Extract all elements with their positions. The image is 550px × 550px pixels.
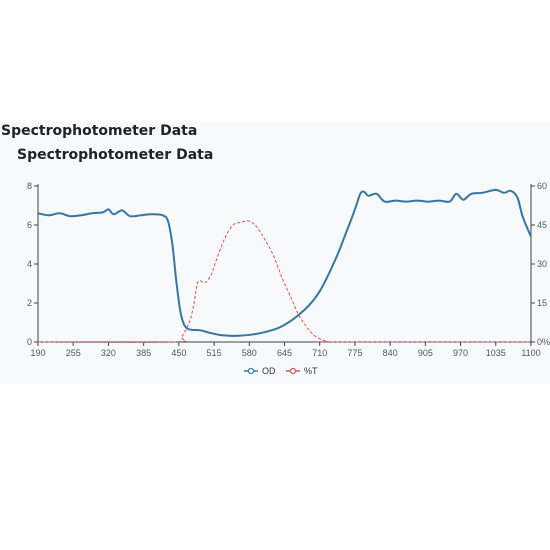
y-left-tick-label: 0: [27, 337, 32, 347]
y-right-tick-label: 45: [537, 220, 547, 230]
x-tick-label: 255: [66, 348, 81, 358]
legend-od-marker: [247, 367, 255, 375]
legend-pt-marker: [289, 367, 297, 375]
series-line-pt: [37, 220, 532, 343]
y-right-tick-label: 30: [537, 259, 547, 269]
chart-series: [37, 188, 532, 343]
y-left-tick-label: 6: [27, 220, 32, 230]
series-line-od: [37, 188, 532, 337]
legend-pt-label: %T: [304, 366, 318, 376]
x-tick-label: 515: [207, 348, 222, 358]
y-right-tick-label: 60: [537, 181, 547, 191]
y-left-tick-label: 4: [27, 259, 32, 269]
y-right-tick-label: 15: [537, 298, 547, 308]
chart-axes: 190 255 320 385 450 515 580 645 710 775 840 905 970 1…: [27, 181, 550, 358]
x-tick-label: 450: [171, 348, 186, 358]
x-tick-label: 905: [418, 348, 433, 358]
y-left-tick-label: 8: [27, 181, 32, 191]
legend-od-label: OD: [262, 366, 276, 376]
y-right-tick-label: 0%: [537, 337, 550, 347]
y-left-tick-label: 2: [27, 298, 32, 308]
x-tick-label: 710: [312, 348, 327, 358]
x-tick-label: 1035: [486, 348, 506, 358]
x-tick-label: 645: [277, 348, 292, 358]
x-tick-label: 840: [383, 348, 398, 358]
chart-subtitle: Spectrophotometer Data: [17, 147, 214, 163]
x-tick-label: 320: [101, 348, 116, 358]
chart-panel: [0, 122, 550, 384]
x-tick-label: 190: [30, 348, 45, 358]
chart-title: Spectrophotometer Data: [1, 123, 198, 139]
x-tick-label: 1100: [521, 348, 540, 358]
chart-legend: OD %T: [244, 366, 318, 376]
x-tick-label: 385: [136, 348, 151, 358]
x-tick-label: 580: [242, 348, 257, 358]
x-tick-label: 775: [347, 348, 362, 358]
x-tick-label: 970: [453, 348, 468, 358]
